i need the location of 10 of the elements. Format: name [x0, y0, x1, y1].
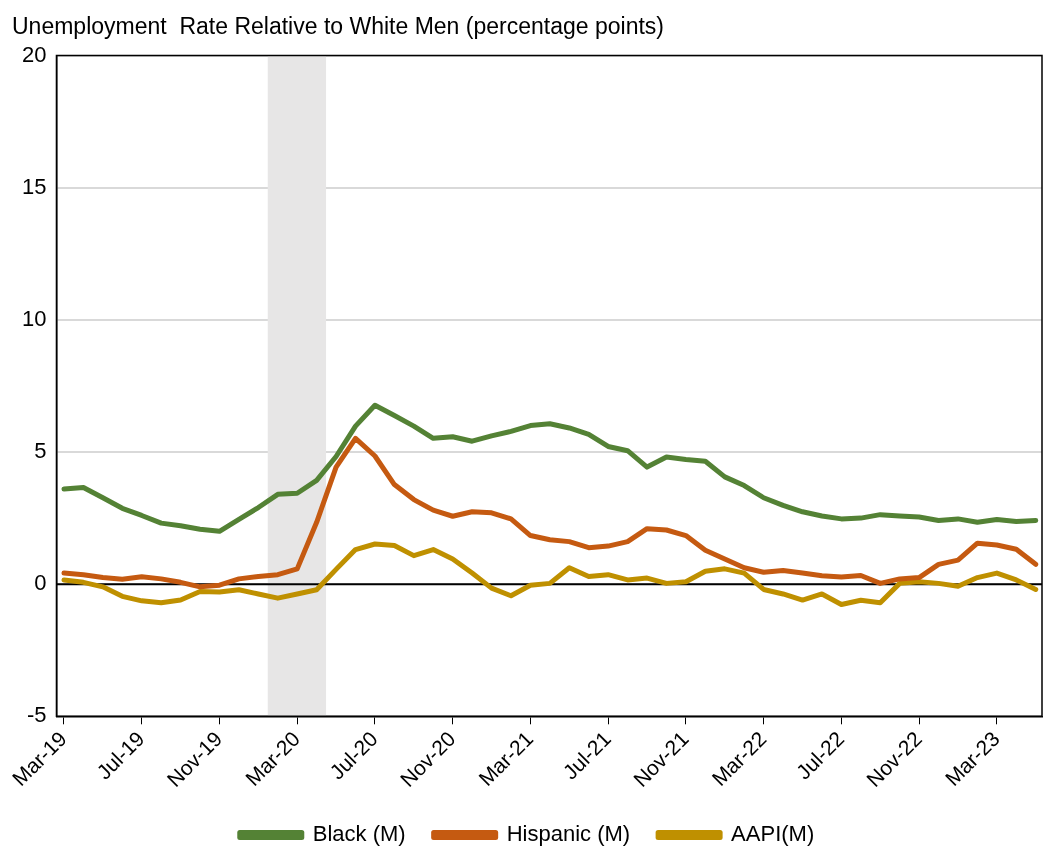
y-tick-label: 0	[34, 570, 47, 596]
legend-label: AAPI(M)	[731, 821, 815, 847]
chart-title: Unemployment Rate Relative to White Men (percentage points)	[12, 13, 664, 40]
legend-label: Hispanic (M)	[506, 821, 631, 847]
y-tick-label: 5	[34, 438, 47, 464]
y-tick-label: 20	[21, 41, 47, 67]
legend-label: Black (M)	[312, 821, 406, 847]
y-tick-label: 10	[21, 305, 47, 331]
y-tick-label: -5	[26, 702, 47, 728]
y-tick-label: 15	[21, 173, 47, 199]
